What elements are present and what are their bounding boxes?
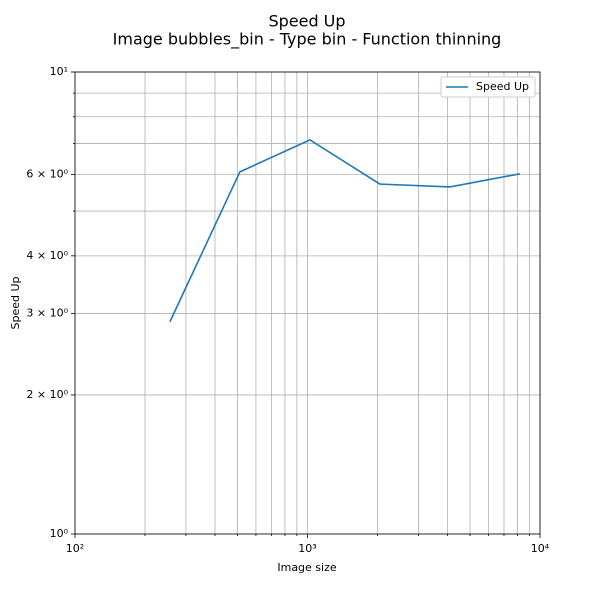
y-tick-label: 6 × 10⁰ <box>26 167 68 180</box>
y-tick-label: 2 × 10⁰ <box>26 388 68 401</box>
y-axis-label: Speed Up <box>9 276 22 329</box>
data-line <box>169 138 521 323</box>
chart-title: Speed Up <box>268 12 345 31</box>
plot-frame <box>74 71 541 535</box>
y-tick-label: 3 × 10⁰ <box>26 307 68 320</box>
y-tick-label: 4 × 10⁰ <box>26 249 68 262</box>
x-tick-label: 10⁴ <box>531 542 550 555</box>
legend-box <box>440 76 536 98</box>
x-tick-label: 10² <box>66 542 84 555</box>
legend-label: Speed Up <box>476 80 529 93</box>
chart-subtitle: Image bubbles_bin - Type bin - Function … <box>113 30 502 50</box>
y-tick-label: 10⁰ <box>50 527 69 540</box>
x-axis-label: Image size <box>277 561 337 574</box>
x-tick-label: 10³ <box>298 542 316 555</box>
y-tick-label: 10¹ <box>50 65 68 78</box>
